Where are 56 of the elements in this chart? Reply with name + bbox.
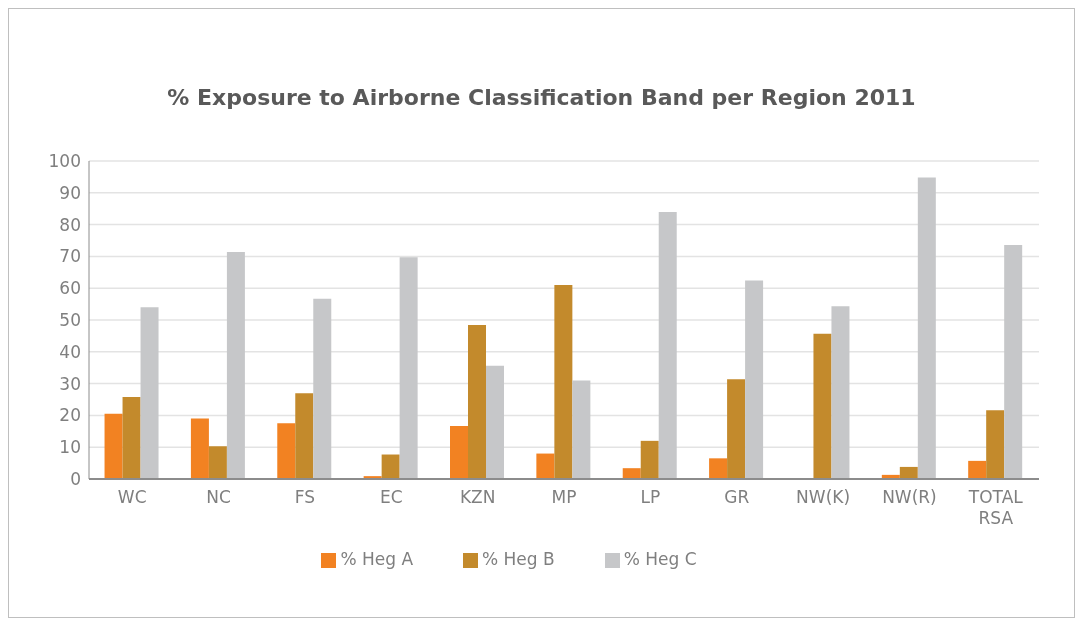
y-tick-label: 100 xyxy=(48,151,81,172)
y-tick-label: 40 xyxy=(59,341,81,362)
y-tick-label: 80 xyxy=(59,214,81,235)
legend-label: % Heg C xyxy=(623,549,697,569)
bar xyxy=(295,393,314,479)
x-tick-label: NC xyxy=(206,487,231,507)
bar xyxy=(313,298,332,479)
bar xyxy=(226,251,245,479)
bar xyxy=(640,440,659,479)
bar xyxy=(399,257,418,479)
x-tick-label: LP xyxy=(640,487,661,507)
x-tick-label: EC xyxy=(379,487,403,507)
bar xyxy=(622,468,641,479)
bar xyxy=(122,396,141,479)
x-tick-label: KZN xyxy=(459,487,496,507)
chart-title: % Exposure to Airborne Classification Band per Region 2011 xyxy=(166,85,917,110)
bar xyxy=(450,425,468,479)
bar xyxy=(745,280,764,479)
bar xyxy=(381,454,400,479)
bar xyxy=(554,285,573,479)
bar xyxy=(104,413,123,479)
bar xyxy=(572,380,591,479)
bar xyxy=(899,466,918,479)
bar xyxy=(986,410,1005,479)
legend-label: % Heg B xyxy=(482,549,555,569)
bar xyxy=(536,453,555,479)
x-tick-label: WC xyxy=(117,487,147,507)
y-tick-label: 60 xyxy=(59,278,81,299)
bar xyxy=(968,460,987,479)
y-tick-label: 20 xyxy=(59,405,81,426)
bar xyxy=(917,177,936,479)
y-tick-label: 70 xyxy=(59,246,81,267)
bar xyxy=(468,325,486,479)
x-tick-label: GR xyxy=(724,487,750,507)
bar xyxy=(277,423,296,479)
bar xyxy=(486,365,504,479)
legend-label: % Heg A xyxy=(340,549,414,569)
y-tick-label: 10 xyxy=(59,437,81,458)
bar xyxy=(831,306,850,479)
bar xyxy=(140,307,159,479)
bar xyxy=(190,418,209,479)
x-tick-label: NW(R) xyxy=(882,487,937,507)
bar xyxy=(727,379,746,479)
y-tick-label: 0 xyxy=(70,469,81,490)
bar xyxy=(658,211,677,479)
x-tick-label: NW(K) xyxy=(796,487,851,507)
bar xyxy=(208,446,227,479)
y-tick-label: 90 xyxy=(59,182,81,203)
x-tick-label: FS xyxy=(294,487,316,507)
bar xyxy=(813,333,832,479)
y-tick-label: 30 xyxy=(59,373,81,394)
x-tick-label: MP xyxy=(551,487,577,507)
x-tick-label: TOTAL RSA xyxy=(967,487,1024,528)
bar xyxy=(709,458,728,479)
y-tick-label: 50 xyxy=(59,310,81,331)
bar xyxy=(1004,244,1023,479)
